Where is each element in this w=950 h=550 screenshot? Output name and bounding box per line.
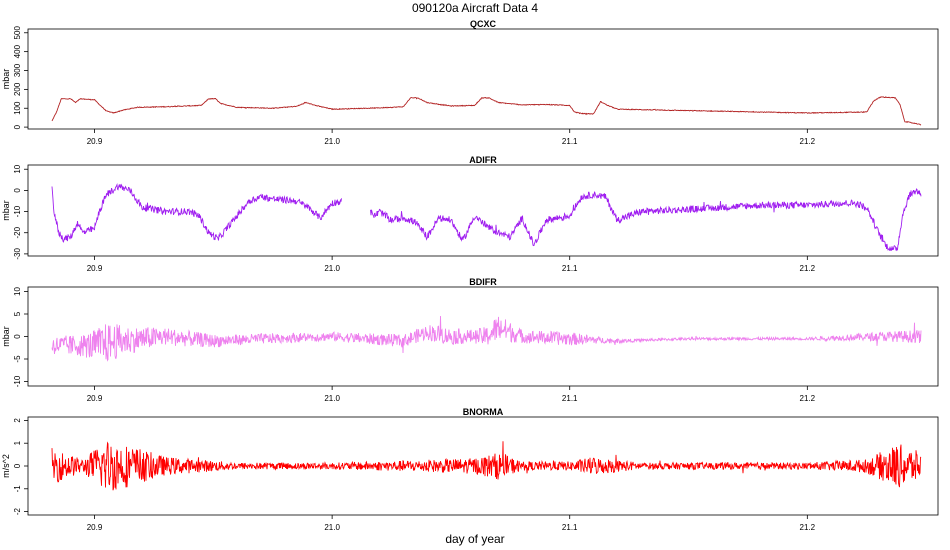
y-axis-label-adifr: mbar <box>1 200 11 221</box>
x-tick-label-bnorma: 21.2 <box>800 523 816 532</box>
panel-title-bdifr: BDIFR <box>469 277 497 287</box>
x-axis-label: day of year <box>445 532 504 546</box>
x-tick-label-adifr: 21.1 <box>562 264 578 273</box>
chart-title: 090120a Aircraft Data 4 <box>412 1 538 15</box>
x-tick-label-bnorma: 20.9 <box>87 523 103 532</box>
panel-adifr: ADIFR -30 -20 -10 0 10 mbar 20.9 21.0 21.1 21.2 <box>1 155 939 273</box>
y-tick-label-bnorma: -2 <box>13 507 22 515</box>
x-tick-label-bnorma: 21.1 <box>562 523 578 532</box>
y-tick-label-adifr: 10 <box>13 164 22 173</box>
x-tick-label-qcxc: 21.2 <box>800 137 816 146</box>
series-line-adifr <box>51 183 922 252</box>
y-tick-label-qcxc: 0 <box>13 124 22 129</box>
y-tick-label-qcxc: 500 <box>13 26 22 40</box>
y-tick-label-bnorma: -1 <box>13 485 22 493</box>
y-tick-label-bdifr: 10 <box>13 287 22 296</box>
y-tick-label-bnorma: 2 <box>13 418 22 423</box>
x-tick-label-bdifr: 21.2 <box>800 394 816 403</box>
panel-title-bnorma: BNORMA <box>463 407 504 417</box>
x-tick-label-qcxc: 21.0 <box>324 137 340 146</box>
y-tick-label-adifr: -10 <box>13 205 22 217</box>
x-tick-label-adifr: 21.0 <box>324 264 340 273</box>
panel-title-adifr: ADIFR <box>469 155 497 165</box>
y-tick-label-adifr: -20 <box>13 226 22 238</box>
x-tick-label-bdifr: 20.9 <box>87 394 103 403</box>
x-tick-label-bnorma: 21.0 <box>324 523 340 532</box>
y-axis-label-bdifr: mbar <box>1 326 11 347</box>
y-axis-label-qcxc: mbar <box>1 69 11 90</box>
x-tick-label-adifr: 20.9 <box>87 264 103 273</box>
y-tick-label-bnorma: 0 <box>13 463 22 468</box>
series-line-bdifr <box>51 315 922 362</box>
y-tick-label-qcxc: 400 <box>13 44 22 58</box>
x-tick-label-qcxc: 20.9 <box>87 137 103 146</box>
y-tick-label-bdifr: -10 <box>13 375 22 387</box>
y-axis-label-bnorma: m/s^2 <box>1 454 11 478</box>
y-tick-label-adifr: -30 <box>13 248 22 260</box>
y-tick-label-bnorma: 1 <box>13 440 22 445</box>
y-tick-label-qcxc: 100 <box>13 101 22 115</box>
y-tick-label-bdifr: -5 <box>13 355 22 363</box>
panel-bdifr: BDIFR -10 -5 0 5 10 mbar 20.9 21.0 21.1 21.2 <box>1 277 939 403</box>
x-tick-label-adifr: 21.2 <box>800 264 816 273</box>
series-line-qcxc <box>51 96 922 126</box>
y-tick-label-qcxc: 300 <box>13 63 22 77</box>
x-tick-label-bdifr: 21.1 <box>562 394 578 403</box>
y-tick-label-bdifr: 5 <box>13 311 22 316</box>
series-line-bnorma <box>51 441 922 491</box>
y-tick-label-bdifr: 0 <box>13 334 22 339</box>
y-tick-label-adifr: 0 <box>13 188 22 193</box>
panel-title-qcxc: QCXC <box>470 19 497 29</box>
y-tick-label-qcxc: 200 <box>13 82 22 96</box>
plot-frame-qcxc <box>27 28 939 130</box>
panel-bnorma: BNORMA -2 -1 0 1 2 m/s^2 20.9 21.0 21.1 21.2 <box>1 407 939 532</box>
x-tick-label-qcxc: 21.1 <box>562 137 578 146</box>
plot-frame-adifr <box>27 164 939 257</box>
panel-qcxc: QCXC 0 100 200 300 400 500 mbar 20.9 21.0 21.1 21.2 <box>1 19 939 146</box>
x-tick-label-bdifr: 21.0 <box>324 394 340 403</box>
